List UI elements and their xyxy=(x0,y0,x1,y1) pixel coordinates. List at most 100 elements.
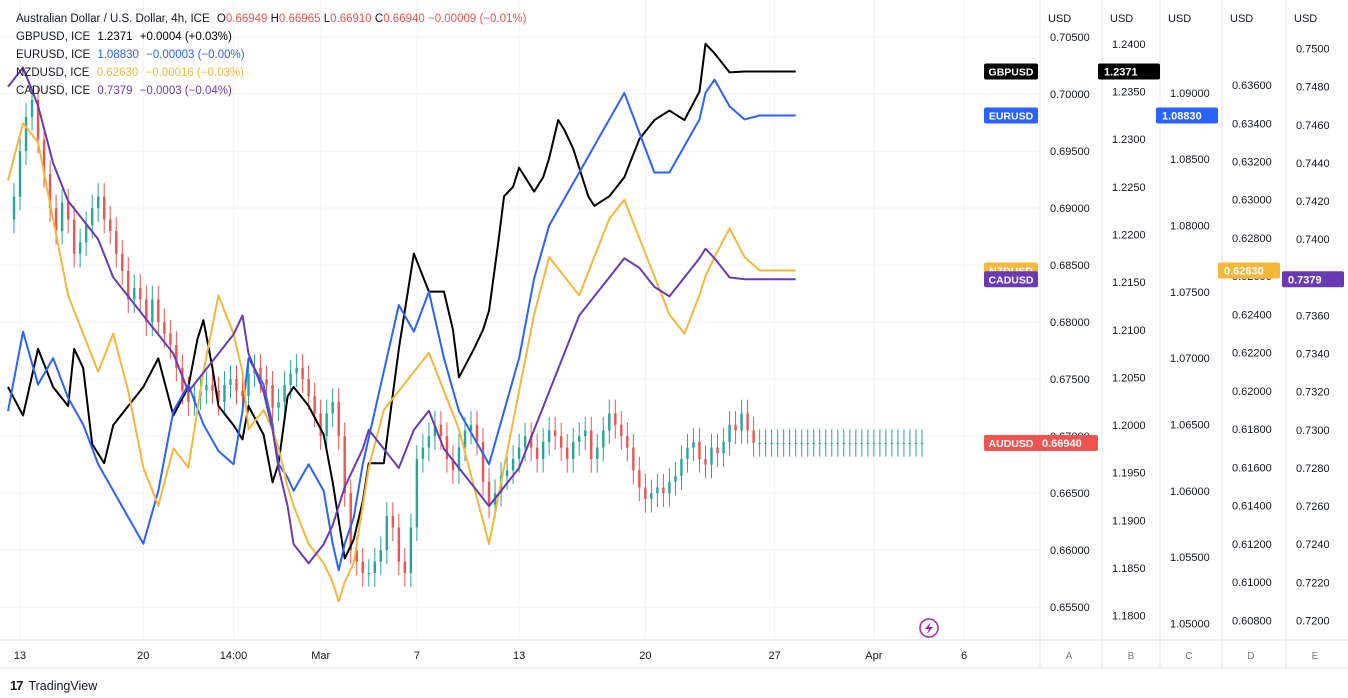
candle-body xyxy=(674,476,677,482)
candle-body xyxy=(361,561,364,573)
legend-overlay-cadusd[interactable]: CADUSD, ICE 0.7379 −0.0003 (−0.04%) xyxy=(16,82,526,100)
candle-body xyxy=(367,572,370,574)
candle-body xyxy=(307,379,310,397)
candle-body xyxy=(127,270,130,300)
price-scale-letter[interactable]: A xyxy=(1066,651,1073,662)
price-tick-label: 1.2050 xyxy=(1112,372,1146,384)
candle-body xyxy=(812,443,815,445)
candle-body xyxy=(331,401,334,414)
candle-body xyxy=(680,458,683,477)
candle-body xyxy=(90,208,94,226)
candle-body xyxy=(620,424,623,437)
candle-body xyxy=(451,458,455,471)
candle-body xyxy=(686,447,689,459)
price-tick-label: 1.07000 xyxy=(1170,353,1210,365)
price-scales[interactable]: USD 0.70500 0.70000 0.69500 0.69000 0.68500 0.… xyxy=(1039,0,1330,668)
lightning-icon[interactable] xyxy=(919,618,939,638)
price-tick-label: 1.2400 xyxy=(1112,39,1146,51)
candle-body xyxy=(704,458,707,465)
candle-body xyxy=(608,413,611,431)
candle-body xyxy=(908,443,912,445)
price-tick-label: 0.68500 xyxy=(1050,260,1090,272)
candle-body xyxy=(229,379,232,385)
price-tick-label: 1.1850 xyxy=(1112,563,1146,575)
candle-body xyxy=(746,413,749,431)
legend-overlay-value: 0.62630 xyxy=(96,67,139,79)
candle-body xyxy=(36,99,40,140)
candle-body xyxy=(439,424,443,437)
candle-body xyxy=(914,443,918,445)
candle-body xyxy=(30,99,34,117)
price-tick-label: 0.70500 xyxy=(1050,32,1090,44)
series-line-cadusd xyxy=(7,66,796,565)
legend-c: 0.66940 xyxy=(383,13,425,25)
legend-overlay-name: EURUSD, ICE xyxy=(16,49,91,61)
candle-body xyxy=(559,436,563,448)
candle-body xyxy=(644,487,647,499)
price-tick-label: 1.1950 xyxy=(1112,468,1146,480)
price-tick-label: 0.7300 xyxy=(1296,425,1330,437)
candle-body xyxy=(854,443,858,445)
price-badge-cadusd xyxy=(1282,271,1344,288)
time-axis[interactable]: 13 20 14:00 Mar 7 13 20 27 Apr 6 xyxy=(14,650,967,662)
price-tick-label: 0.63400 xyxy=(1232,118,1272,130)
price-badge-gbpusd xyxy=(1098,63,1160,80)
series-line-nzdusd xyxy=(7,122,796,603)
candle-body xyxy=(547,430,551,442)
candle-body xyxy=(415,458,419,528)
candle-body xyxy=(602,430,605,448)
price-tick-label: 1.05500 xyxy=(1170,552,1210,564)
candle-body xyxy=(656,487,659,494)
legend-overlay-eurusd[interactable]: EURUSD, ICE 1.08830 −0.00003 (−0.00%) xyxy=(16,46,526,64)
candle-body xyxy=(103,196,106,220)
candle-body xyxy=(205,384,208,391)
tradingview-logo[interactable]: 17 TradingView xyxy=(10,678,97,693)
candle-body xyxy=(313,396,316,414)
price-badge-audusd xyxy=(1036,435,1098,452)
candle-body xyxy=(54,208,58,231)
chart-legend: Australian Dollar / U.S. Dollar, 4h, ICE… xyxy=(16,10,526,100)
candle-body xyxy=(42,139,46,174)
candle-body xyxy=(48,173,52,209)
price-scale-unit: USD xyxy=(1230,13,1253,25)
price-tick-label: 0.63600 xyxy=(1232,80,1272,92)
price-tick-label: 0.7260 xyxy=(1296,501,1330,513)
candle-body xyxy=(728,424,731,442)
candle-body xyxy=(121,253,124,271)
candle-body xyxy=(800,443,803,445)
price-scale-letter[interactable]: E xyxy=(1312,651,1319,662)
legend-overlay-nzdusd[interactable]: NZDUSD, ICE 0.62630 −0.00016 (−0.03%) xyxy=(16,64,526,82)
last-price-badges: 1.2371GBPUSD1.08830EURUSD0.62630NZDUSD0.… xyxy=(984,63,1344,452)
candle-body xyxy=(698,441,701,459)
candle-body xyxy=(247,373,250,397)
legend-l: 0.66910 xyxy=(330,13,372,25)
price-scale-letter[interactable]: D xyxy=(1247,651,1254,662)
price-tick-label: 0.62400 xyxy=(1232,309,1272,321)
grid xyxy=(0,0,1040,640)
candle-body xyxy=(523,436,527,448)
candle-body xyxy=(18,151,22,197)
legend-h: 0.66965 xyxy=(278,13,321,25)
time-tick-label: 13 xyxy=(14,650,26,662)
price-badge-nzdusd xyxy=(1218,262,1280,279)
series-name-tag-text: GBPUSD xyxy=(989,66,1034,78)
candle-body xyxy=(590,430,593,459)
price-tick-label: 0.7480 xyxy=(1296,82,1330,94)
candle-body xyxy=(223,384,226,402)
candle-body xyxy=(373,561,376,573)
price-tick-label: 0.69000 xyxy=(1050,203,1090,215)
candle-body xyxy=(78,242,82,254)
candle-body xyxy=(421,447,425,459)
price-tick-label: 0.61000 xyxy=(1232,577,1272,589)
price-scale-letter[interactable]: B xyxy=(1128,651,1135,662)
candle-body xyxy=(475,424,479,442)
price-tick-label: 1.05000 xyxy=(1170,618,1210,630)
price-scale-unit: USD xyxy=(1294,13,1317,25)
price-scale-letter[interactable]: C xyxy=(1185,651,1192,662)
candle-body xyxy=(626,436,629,448)
legend-overlay-gbpusd[interactable]: GBPUSD, ICE 1.2371 +0.0004 (+0.03%) xyxy=(16,28,526,46)
candle-body xyxy=(505,470,509,477)
time-tick-label: Apr xyxy=(865,650,882,662)
candle-body xyxy=(66,202,70,220)
